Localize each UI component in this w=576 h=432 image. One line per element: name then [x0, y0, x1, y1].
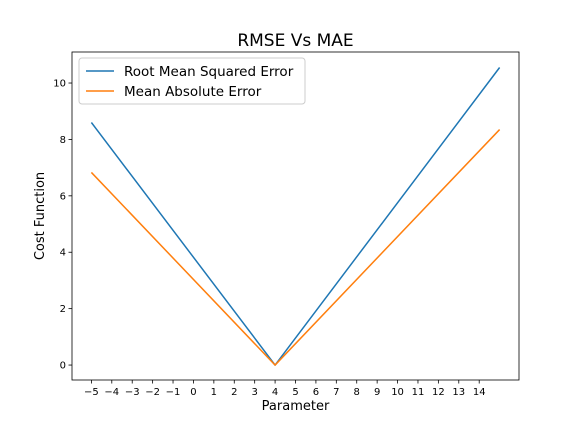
- x-tick-label: 6: [313, 387, 319, 398]
- x-tick-label: 11: [412, 387, 425, 398]
- y-tick-label: 6: [60, 191, 66, 202]
- x-tick-label: 8: [354, 387, 360, 398]
- chart-title: RMSE Vs MAE: [237, 31, 353, 51]
- x-tick-label: 7: [333, 387, 339, 398]
- legend-label-2: Mean Absolute Error: [124, 84, 262, 100]
- x-tick-label: −2: [145, 387, 160, 398]
- x-tick-label: 14: [473, 387, 486, 398]
- x-tick-label: −4: [104, 387, 119, 398]
- y-tick-label: 10: [53, 79, 66, 90]
- y-tick-label: 2: [60, 304, 66, 315]
- x-tick-label: 0: [190, 387, 196, 398]
- x-tick-label: −1: [166, 387, 181, 398]
- x-tick-label: −5: [84, 387, 99, 398]
- y-axis-label: Cost Function: [33, 172, 48, 260]
- x-tick-label: −3: [125, 387, 140, 398]
- x-tick-label: 5: [292, 387, 298, 398]
- y-tick-label: 0: [60, 361, 66, 372]
- x-tick-label: 1: [211, 387, 217, 398]
- legend-label-1: Root Mean Squared Error: [124, 64, 294, 80]
- y-tick-label: 8: [60, 135, 66, 146]
- series-layer: [90, 67, 501, 366]
- x-tick-label: 13: [452, 387, 465, 398]
- x-axis: −5 −4 −3 −2 −1 0 1 2 3 4 5 6 7 8 9 10 11 12 13 14: [84, 380, 486, 398]
- legend: Root Mean Squared Error Mean Absolute Err…: [78, 57, 306, 105]
- x-tick-label: 2: [231, 387, 237, 398]
- x-axis-label: Parameter: [262, 399, 330, 414]
- series-line-2: [90, 129, 501, 366]
- x-tick-label: 9: [374, 387, 380, 398]
- x-tick-label: 10: [391, 387, 404, 398]
- legend-box: [78, 57, 306, 105]
- y-axis: 0 2 4 6 8 10: [53, 79, 72, 372]
- y-tick-label: 4: [60, 248, 66, 259]
- x-tick-label: 12: [432, 387, 445, 398]
- x-tick-label: 4: [272, 387, 278, 398]
- x-tick-label: 3: [251, 387, 257, 398]
